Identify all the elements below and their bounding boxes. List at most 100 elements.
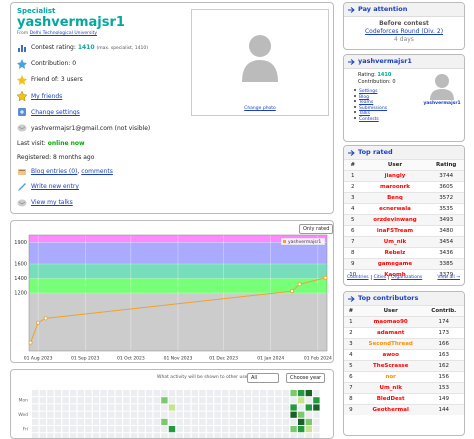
change-photo-link[interactable]: Change photo bbox=[244, 106, 276, 111]
user-link[interactable]: Submissions bbox=[359, 105, 388, 111]
blog-link[interactable]: Blog entries (0) bbox=[31, 168, 78, 175]
footer-link[interactable]: Cities bbox=[370, 275, 387, 280]
user-cell[interactable]: awoo bbox=[357, 349, 424, 361]
change-settings-link[interactable]: Change settings bbox=[31, 109, 80, 116]
column-header: # bbox=[344, 305, 358, 317]
user-cell[interactable]: BledDest bbox=[357, 393, 424, 405]
table-row: 10 Kaomh 3379 bbox=[344, 269, 464, 280]
activity-cell bbox=[62, 426, 69, 433]
rating-point[interactable] bbox=[290, 289, 295, 294]
activity-cell bbox=[92, 411, 100, 418]
activity-cell bbox=[85, 404, 92, 411]
y-tick-label: 1400 bbox=[14, 276, 27, 282]
activity-cell bbox=[229, 418, 236, 425]
activity-cell bbox=[54, 397, 62, 404]
activity-filter[interactable]: All bbox=[247, 373, 279, 383]
table-row: 4 ecnerwala 3535 bbox=[344, 203, 464, 215]
activity-cell bbox=[77, 411, 84, 418]
footer-link[interactable]: Countries bbox=[347, 275, 369, 280]
activity-cell bbox=[92, 404, 100, 411]
rating-point[interactable] bbox=[43, 316, 48, 321]
activity-cell bbox=[108, 426, 115, 433]
activity-cell bbox=[206, 433, 214, 438]
user-cell[interactable]: TheScrasse bbox=[357, 360, 424, 372]
contribution-label: Contribution: bbox=[31, 60, 71, 67]
activity-cell bbox=[313, 390, 320, 397]
user-link[interactable]: Settings bbox=[359, 89, 378, 94]
activity-cell bbox=[77, 433, 84, 438]
user-cell[interactable]: orzdevinwang bbox=[361, 214, 429, 226]
activity-cell bbox=[70, 433, 77, 438]
column-header: # bbox=[344, 159, 362, 171]
activity-cell bbox=[108, 404, 115, 411]
activity-cell bbox=[191, 418, 198, 425]
rating-point[interactable] bbox=[36, 320, 41, 325]
user-cell[interactable]: maroonrk bbox=[361, 181, 429, 193]
org-link[interactable]: Delhi Technological University bbox=[29, 31, 98, 36]
y-tick-label: 1600 bbox=[14, 262, 27, 268]
user-cell[interactable]: inaFSTream bbox=[361, 225, 429, 237]
column-header: Rating bbox=[428, 159, 464, 171]
comments-link[interactable]: comments bbox=[81, 168, 113, 175]
rank-cell: 7 bbox=[344, 382, 358, 394]
blog-icon bbox=[18, 169, 26, 175]
day-label: Wed bbox=[18, 412, 28, 418]
rating-value: 1410 bbox=[77, 44, 95, 51]
table-row: 9 gamegame 3385 bbox=[344, 258, 464, 270]
activity-cell bbox=[298, 433, 305, 438]
avatar[interactable] bbox=[240, 32, 280, 82]
contest-link[interactable]: Codeforces Round (Div. 2) bbox=[364, 28, 444, 35]
rating-point[interactable] bbox=[297, 282, 302, 287]
table-row: 6 inaFSTream 3480 bbox=[344, 225, 464, 237]
user-title: yashvermajsr1 bbox=[358, 57, 412, 65]
activity-cell bbox=[130, 426, 138, 433]
user-cell[interactable]: jiangly bbox=[361, 170, 429, 182]
activity-cell bbox=[260, 426, 267, 433]
rating-point[interactable] bbox=[323, 275, 328, 280]
talks-link[interactable]: View my talks bbox=[31, 199, 73, 206]
user-link[interactable]: Contests bbox=[359, 116, 379, 122]
user-link[interactable]: Talks bbox=[359, 111, 370, 117]
activity-cell bbox=[54, 390, 62, 397]
user-cell[interactable]: adamant bbox=[357, 327, 424, 339]
activity-cell bbox=[168, 411, 176, 418]
legend-label: yashvermajsr1 bbox=[288, 239, 321, 245]
activity-cell bbox=[214, 426, 221, 433]
activity-cell bbox=[115, 390, 122, 397]
user-cell[interactable]: SecondThread bbox=[357, 338, 424, 350]
rating-point[interactable] bbox=[28, 340, 33, 345]
activity-cell bbox=[305, 411, 312, 418]
footer-link[interactable]: Organizations bbox=[388, 275, 423, 280]
user-cell[interactable]: ecnerwala bbox=[361, 203, 429, 215]
rank-cell: 5 bbox=[344, 360, 358, 372]
user-cell[interactable]: Kaomh bbox=[361, 269, 429, 280]
my-friends-link[interactable]: My friends bbox=[31, 93, 63, 100]
user-cell[interactable]: nor bbox=[357, 371, 424, 383]
user-link[interactable]: Blog bbox=[359, 94, 369, 100]
activity-cell bbox=[62, 411, 69, 418]
before-contest: Before contest bbox=[379, 20, 429, 27]
year-select[interactable]: Choose year bbox=[286, 373, 326, 383]
value-cell: 149 bbox=[423, 393, 464, 405]
rated-filter[interactable]: Only rated bbox=[299, 224, 333, 234]
user-cell[interactable]: Rebelz bbox=[361, 247, 429, 259]
user-cell[interactable]: gamegame bbox=[361, 258, 429, 270]
activity-cell bbox=[267, 418, 274, 425]
activity-cell bbox=[138, 426, 145, 433]
user-cell[interactable]: Um_nik bbox=[361, 236, 429, 248]
top-rated-view-all[interactable]: View all → bbox=[437, 275, 460, 280]
activity-cell bbox=[252, 390, 259, 397]
user-cell[interactable]: maomao90 bbox=[357, 316, 424, 328]
activity-cell bbox=[123, 418, 130, 425]
user-cell[interactable]: Um_nik bbox=[357, 382, 424, 394]
user-avatar[interactable] bbox=[428, 72, 456, 100]
user-link[interactable]: Teams bbox=[359, 100, 374, 106]
user-cell[interactable]: Benq bbox=[361, 192, 429, 204]
activity-cell bbox=[298, 404, 305, 411]
activity-cell bbox=[184, 390, 191, 397]
write-entry-link[interactable]: Write new entry bbox=[31, 183, 79, 190]
activity-cell bbox=[199, 397, 206, 404]
value-cell: 166 bbox=[423, 338, 464, 350]
activity-cell bbox=[237, 397, 244, 404]
user-cell[interactable]: Geothermal bbox=[357, 404, 424, 415]
